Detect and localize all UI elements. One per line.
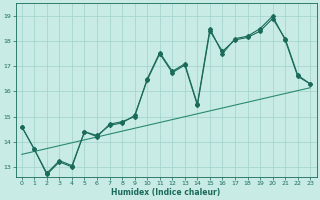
X-axis label: Humidex (Indice chaleur): Humidex (Indice chaleur): [111, 188, 221, 197]
